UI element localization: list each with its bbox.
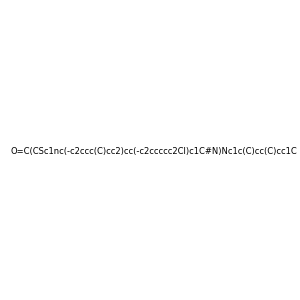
- Text: O=C(CSc1nc(-c2ccc(C)cc2)cc(-c2ccccc2Cl)c1C#N)Nc1c(C)cc(C)cc1C: O=C(CSc1nc(-c2ccc(C)cc2)cc(-c2ccccc2Cl)c…: [11, 147, 297, 156]
